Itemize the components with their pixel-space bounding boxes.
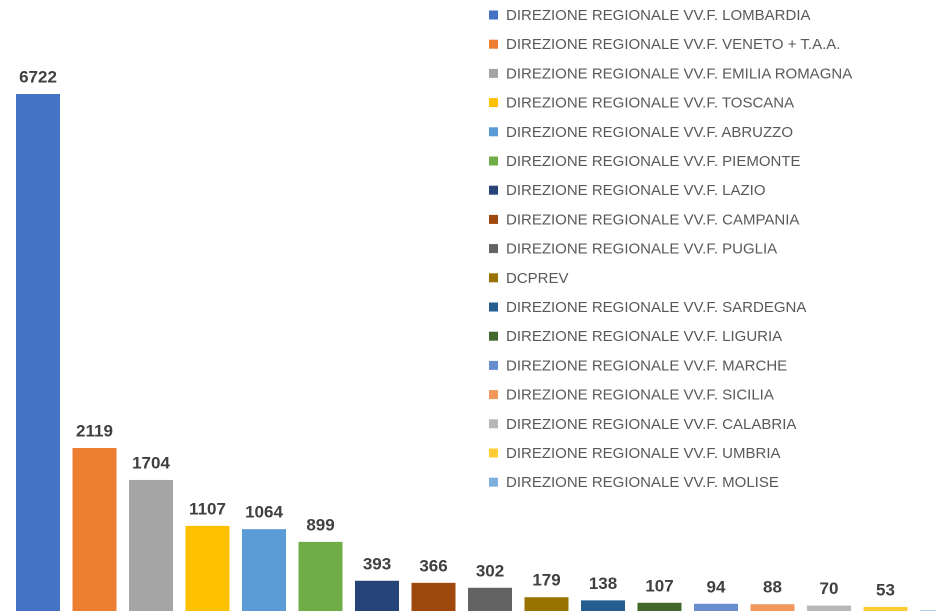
bar [72, 448, 117, 611]
legend-label: DIREZIONE REGIONALE VV.F. UMBRIA [506, 445, 781, 462]
data-label: 88 [763, 578, 782, 597]
bar [694, 603, 738, 611]
legend-label: DCPREV [506, 270, 569, 287]
legend-swatch [489, 302, 498, 312]
legend-label: DIREZIONE REGIONALE VV.F. EMILIA ROMAGNA [506, 65, 852, 82]
bar [411, 582, 456, 611]
bar [185, 525, 230, 611]
legend-swatch [489, 185, 498, 195]
bar [129, 479, 173, 611]
bar [807, 605, 851, 611]
bar [242, 529, 286, 611]
legend-swatch [489, 127, 498, 137]
legend-swatch [489, 156, 498, 166]
data-label: 899 [306, 515, 334, 534]
data-label: 94 [707, 577, 726, 596]
data-label: 138 [589, 574, 617, 593]
legend-swatch [489, 477, 498, 487]
data-label: 1107 [189, 499, 226, 518]
legend-label: DIREZIONE REGIONALE VV.F. CAMPANIA [506, 211, 799, 228]
legend-swatch [489, 98, 498, 108]
legend-label: DIREZIONE REGIONALE VV.F. MARCHE [506, 357, 787, 374]
legend-label: DIREZIONE REGIONALE VV.F. LOMBARDIA [506, 7, 811, 24]
legend-swatch [489, 448, 498, 458]
legend-swatch [489, 68, 498, 78]
bar [581, 600, 625, 611]
legend-label: DIREZIONE REGIONALE VV.F. VENETO + T.A.A… [506, 36, 840, 53]
data-label: 302 [476, 561, 504, 580]
data-label: 1704 [132, 453, 170, 472]
bar [863, 606, 908, 611]
data-label: 393 [363, 554, 391, 573]
legend-label: DIREZIONE REGIONALE VV.F. ABRUZZO [506, 124, 793, 141]
legend-label: DIREZIONE REGIONALE VV.F. PIEMONTE [506, 153, 801, 170]
data-label: 1064 [245, 503, 283, 522]
bar [637, 602, 682, 611]
legend-swatch [489, 39, 498, 49]
data-label: 107 [645, 576, 673, 595]
legend-swatch [489, 273, 498, 283]
legend-swatch [489, 214, 498, 224]
bar [355, 580, 399, 611]
legend-label: DIREZIONE REGIONALE VV.F. LIGURIA [506, 328, 782, 345]
legend-swatch [489, 331, 498, 341]
bar [16, 94, 60, 611]
bar [524, 597, 569, 611]
bar [920, 610, 936, 611]
legend-label: DIREZIONE REGIONALE VV.F. LAZIO [506, 182, 766, 199]
bar [750, 604, 795, 611]
data-label: 70 [820, 579, 839, 598]
legend-swatch [489, 10, 498, 20]
legend-label: DIREZIONE REGIONALE VV.F. PUGLIA [506, 241, 777, 258]
data-label: 53 [876, 580, 895, 599]
legend-swatch [489, 244, 498, 254]
data-label: 6722 [19, 67, 57, 86]
legend-label: DIREZIONE REGIONALE VV.F. SICILIA [506, 387, 774, 404]
legend-label: DIREZIONE REGIONALE VV.F. TOSCANA [506, 95, 794, 112]
legend-swatch [489, 390, 498, 400]
legend-label: DIREZIONE REGIONALE VV.F. MOLISE [506, 474, 779, 491]
bar [468, 587, 512, 611]
legend-swatch [489, 360, 498, 370]
legend-label: DIREZIONE REGIONALE VV.F. CALABRIA [506, 416, 796, 433]
legend-label: DIREZIONE REGIONALE VV.F. SARDEGNA [506, 299, 806, 316]
data-label: 366 [419, 556, 447, 575]
data-label: 179 [532, 571, 560, 590]
data-label: 2119 [76, 422, 113, 441]
legend-swatch [489, 419, 498, 429]
bar [298, 541, 343, 611]
